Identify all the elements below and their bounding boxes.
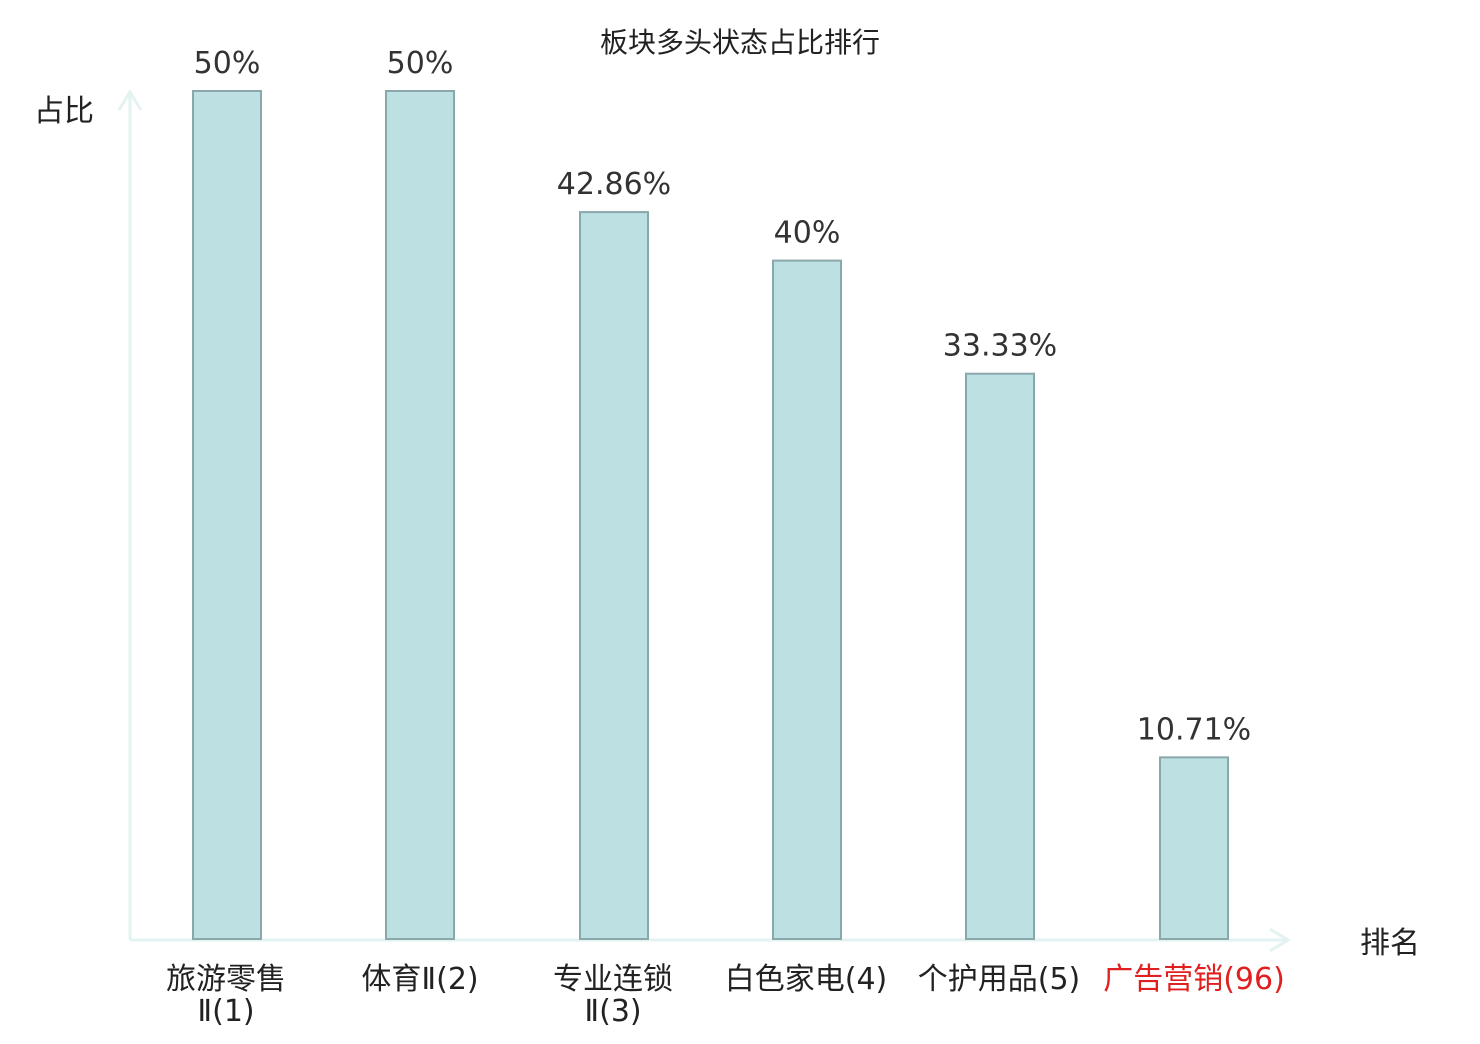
bar bbox=[385, 90, 455, 940]
x-tick-name: 白色家电 bbox=[724, 962, 845, 997]
x-tick-rank: (2) bbox=[436, 962, 479, 997]
bar bbox=[579, 211, 649, 940]
y-axis-label: 占比 bbox=[34, 94, 94, 129]
x-tick-rank: (96) bbox=[1223, 962, 1285, 997]
y-axis-arrow bbox=[117, 89, 143, 111]
chart-title: 板块多头状态占比排行 bbox=[600, 26, 880, 59]
x-axis-label: 排名 bbox=[1360, 926, 1420, 961]
bar-value-label: 50% bbox=[194, 46, 261, 81]
x-tick-name: 个护用品 bbox=[917, 962, 1038, 997]
bar bbox=[772, 259, 842, 941]
x-tick-label-highlight: 广告营销(96) bbox=[1096, 964, 1292, 996]
bar-value-label: 50% bbox=[387, 46, 454, 81]
bar-value-label: 33.33% bbox=[943, 329, 1057, 364]
bars-group bbox=[192, 90, 1229, 941]
x-tick-rank: (4) bbox=[844, 962, 888, 997]
x-tick-name: 体育Ⅱ bbox=[361, 962, 437, 997]
bar-value-label: 42.86% bbox=[557, 167, 671, 202]
x-tick-name: 旅游零售 bbox=[166, 962, 286, 997]
bar-value-label: 40% bbox=[774, 216, 841, 251]
x-axis-arrow bbox=[1269, 927, 1291, 953]
x-tick-rank: Ⅱ(1) bbox=[197, 994, 255, 1029]
x-tick-label: 专业连锁 Ⅱ(3) bbox=[527, 964, 699, 1028]
x-tick-label: 个护用品(5) bbox=[913, 964, 1085, 996]
bar bbox=[965, 372, 1035, 940]
bar bbox=[192, 90, 262, 940]
x-tick-name: 广告营销 bbox=[1103, 962, 1224, 997]
x-tick-label: 白色家电(4) bbox=[720, 964, 892, 996]
x-tick-rank: Ⅱ(3) bbox=[584, 994, 642, 1029]
value-labels-group: 50% 50% 42.86% 40% 33.33% 10.71% bbox=[194, 46, 1252, 747]
x-tick-name: 专业连锁 bbox=[553, 962, 673, 997]
bar-value-label: 10.71% bbox=[1137, 712, 1251, 747]
x-tick-label: 体育Ⅱ(2) bbox=[334, 964, 506, 996]
x-tick-label: 旅游零售 Ⅱ(1) bbox=[140, 964, 312, 1028]
bar bbox=[1159, 756, 1229, 940]
x-tick-rank: (5) bbox=[1037, 962, 1081, 997]
